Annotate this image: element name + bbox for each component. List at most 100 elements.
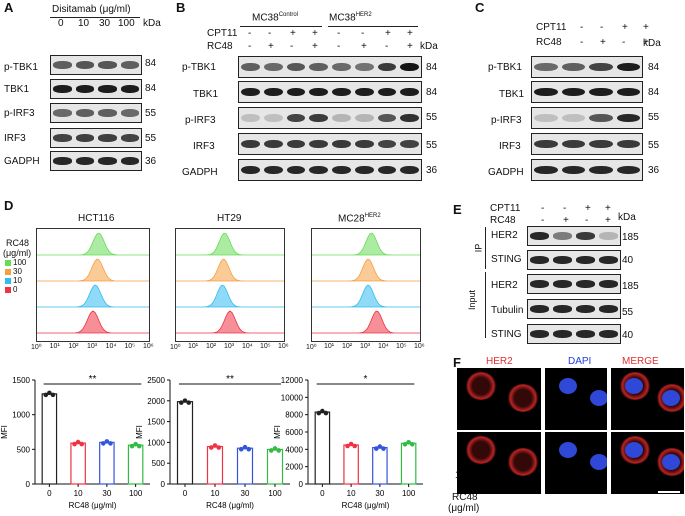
panel-c-strip bbox=[531, 159, 643, 181]
histogram-curve bbox=[312, 284, 420, 308]
y-axis-label: MFI bbox=[0, 425, 9, 439]
bar bbox=[314, 411, 331, 485]
panel-b-band bbox=[241, 139, 260, 149]
x-tick-label: 100 bbox=[402, 489, 416, 498]
panel-f-footer-2: (μg/ml) bbox=[448, 503, 480, 514]
histogram-tick-label: 10¹ bbox=[324, 343, 335, 350]
panel-c-kda: 55 bbox=[648, 140, 660, 151]
y-tick-label: 500 bbox=[152, 459, 166, 468]
panel-e-sign: + bbox=[605, 215, 611, 226]
panel-a-band bbox=[53, 61, 72, 69]
mfi-bar-chart: 0 2000 4000 6000 8000 10000 12000 MFI 0 10 30 100 RC… bbox=[273, 374, 423, 510]
panel-e-band bbox=[530, 280, 549, 288]
panel-e-band bbox=[599, 256, 618, 264]
panel-b-band bbox=[377, 139, 397, 149]
panel-e-sign: - bbox=[541, 215, 545, 226]
panel-a-band bbox=[120, 61, 139, 69]
panel-b-band bbox=[263, 139, 283, 149]
her2-signal bbox=[507, 384, 539, 412]
panel-c-band bbox=[561, 62, 585, 72]
data-point bbox=[178, 400, 184, 405]
data-point bbox=[79, 441, 85, 447]
panel-f-col-label: MERGE bbox=[622, 356, 659, 367]
histogram-frame bbox=[36, 228, 150, 342]
panel-e-kda: 40 bbox=[622, 255, 634, 266]
her2-signal bbox=[507, 448, 539, 476]
data-point bbox=[402, 441, 408, 447]
histogram-frame bbox=[311, 228, 421, 342]
panel-a-kda: 55 bbox=[145, 108, 157, 119]
panel-a-band bbox=[53, 134, 72, 142]
panel-c-sign: - bbox=[580, 22, 584, 33]
panel-b-group2: MC38HER2 bbox=[329, 12, 372, 23]
panel-b-group2-line bbox=[328, 26, 418, 27]
panel-c-sign: + bbox=[622, 22, 628, 33]
panel-f-col-label: DAPI bbox=[568, 356, 592, 367]
panel-b-band bbox=[286, 87, 306, 97]
panel-e-row-label: STING bbox=[491, 254, 522, 265]
panel-e-kda: 55 bbox=[622, 307, 634, 318]
scale-bar bbox=[658, 491, 680, 493]
panel-a-band bbox=[98, 109, 117, 117]
data-point bbox=[373, 446, 379, 451]
panel-e-band bbox=[599, 280, 618, 288]
panel-c-band bbox=[534, 139, 558, 149]
panel-c-band bbox=[534, 62, 558, 72]
panel-b-strip bbox=[238, 107, 422, 129]
panel-a-kda: 84 bbox=[145, 58, 157, 69]
panel-b-group1-sup: Control bbox=[278, 12, 299, 18]
dapi-nucleus bbox=[625, 442, 643, 458]
legend-label: 30 bbox=[13, 267, 22, 276]
micrograph-tile bbox=[457, 368, 541, 430]
data-point bbox=[352, 443, 358, 449]
panel-b-group2-name: MC38 bbox=[329, 12, 356, 24]
y-tick-label: 1500 bbox=[147, 418, 165, 427]
panel-e-treatment-label: CPT11 bbox=[490, 203, 521, 214]
data-point bbox=[129, 443, 135, 449]
panel-b-band bbox=[309, 113, 328, 123]
panel-e-band bbox=[530, 330, 549, 338]
panel-a-strip bbox=[50, 151, 142, 171]
panel-e-band bbox=[553, 305, 572, 313]
panel-e-band bbox=[530, 232, 549, 240]
histogram-curve bbox=[176, 232, 284, 256]
panel-b-band bbox=[241, 165, 260, 175]
panel-e-band bbox=[553, 330, 572, 338]
panel-b-sign: + bbox=[407, 41, 413, 52]
panel-a-row-label: p-TBK1 bbox=[4, 62, 38, 73]
x-tick-label: 0 bbox=[320, 489, 325, 498]
panel-b-row-label: TBK1 bbox=[193, 89, 219, 100]
panel-b-band bbox=[400, 139, 419, 149]
panel-c-band bbox=[616, 113, 640, 123]
panel-e-treatment-label: RC48 bbox=[490, 215, 516, 226]
data-point bbox=[238, 446, 244, 452]
bar bbox=[41, 393, 58, 485]
panel-b-sign: + bbox=[312, 28, 318, 39]
panel-a-kda: 36 bbox=[145, 156, 157, 167]
x-axis-label: RC48 (μg/ml) bbox=[342, 501, 390, 510]
panel-e-band bbox=[576, 280, 595, 288]
x-tick-label: 30 bbox=[102, 489, 111, 498]
panel-e-ip-bracket bbox=[485, 227, 486, 269]
panel-label-d: D bbox=[4, 198, 14, 213]
panel-e-band bbox=[553, 232, 572, 240]
micrograph-tile bbox=[457, 432, 541, 494]
x-tick-label: 30 bbox=[241, 489, 250, 498]
panel-b-band bbox=[309, 165, 328, 175]
panel-b-band bbox=[309, 87, 328, 97]
panel-b-band bbox=[241, 113, 260, 123]
bar bbox=[176, 401, 194, 485]
histogram-tick-label: 10⁶ bbox=[278, 343, 289, 350]
dapi-nucleus bbox=[625, 378, 643, 394]
panel-e-kda: 185 bbox=[622, 232, 639, 243]
y-tick-label: 0 bbox=[26, 480, 31, 489]
panel-b-band bbox=[400, 87, 419, 97]
data-point bbox=[212, 443, 218, 448]
panel-a-band bbox=[98, 157, 117, 165]
data-point bbox=[320, 408, 325, 414]
data-point bbox=[108, 441, 113, 446]
panel-b-band bbox=[332, 87, 351, 97]
panel-b-band bbox=[377, 87, 397, 97]
panel-c-band bbox=[561, 87, 585, 97]
panel-e-strip bbox=[527, 324, 621, 344]
